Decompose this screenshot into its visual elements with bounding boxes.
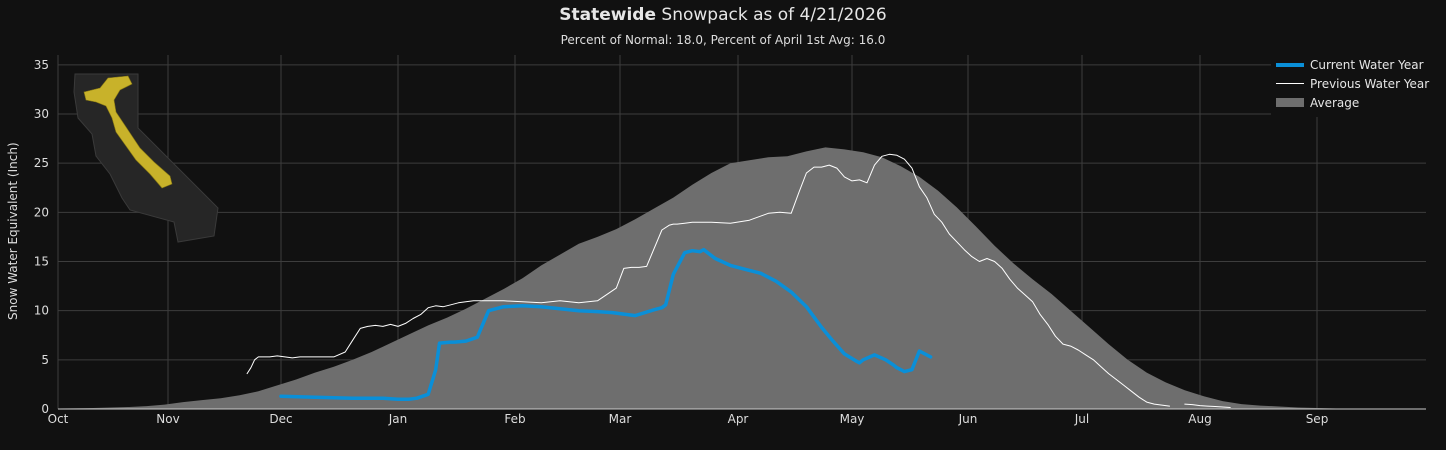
average-area bbox=[58, 147, 1426, 409]
legend-swatch-current bbox=[1276, 62, 1304, 67]
legend-label-current: Current Water Year bbox=[1310, 57, 1424, 72]
x-tick-label: Oct bbox=[48, 412, 69, 426]
california-map-icon bbox=[73, 73, 219, 243]
snow-area bbox=[83, 75, 173, 189]
x-tick-label: Jun bbox=[958, 412, 978, 426]
x-tick-label: Jan bbox=[388, 412, 408, 426]
x-tick-label: May bbox=[840, 412, 865, 426]
y-tick-label: 35 bbox=[34, 58, 49, 72]
x-tick-label: Jul bbox=[1074, 412, 1089, 426]
legend-item-average[interactable]: Average bbox=[1271, 93, 1446, 112]
legend-swatch-average bbox=[1276, 98, 1304, 107]
chart-title: Statewide Snowpack as of 4/21/2026 bbox=[0, 5, 1446, 25]
y-tick-label: 20 bbox=[34, 205, 49, 219]
y-axis-label: Snow Water Equivalent (Inch) bbox=[6, 142, 20, 320]
legend-swatch-previous bbox=[1276, 83, 1304, 84]
x-tick-label: Apr bbox=[728, 412, 749, 426]
x-tick-label: Aug bbox=[1188, 412, 1211, 426]
y-tick-label: 25 bbox=[34, 156, 49, 170]
y-tick-label: 5 bbox=[41, 353, 49, 367]
legend-item-previous[interactable]: Previous Water Year bbox=[1271, 74, 1446, 93]
current-water-year-line bbox=[279, 247, 933, 401]
legend-label-average: Average bbox=[1310, 95, 1360, 110]
chart-subtitle: Percent of Normal: 18.0, Percent of Apri… bbox=[560, 33, 886, 47]
legend: Current Water Year Previous Water Year A… bbox=[1271, 55, 1446, 117]
y-tick-label: 15 bbox=[34, 255, 49, 269]
x-tick-label: Feb bbox=[504, 412, 525, 426]
y-tick-label: 30 bbox=[34, 107, 49, 121]
y-tick-label: 10 bbox=[34, 304, 49, 318]
legend-item-current[interactable]: Current Water Year bbox=[1271, 55, 1446, 74]
chart-title-bold: Statewide bbox=[559, 5, 656, 25]
previous-water-year-line bbox=[246, 153, 1231, 408]
x-tick-label: Dec bbox=[269, 412, 292, 426]
y-tick-label: 0 bbox=[41, 402, 49, 416]
x-tick-label: Mar bbox=[609, 412, 632, 426]
x-tick-label: Nov bbox=[156, 412, 179, 426]
chart-title-rest: Snowpack as of 4/21/2026 bbox=[656, 5, 887, 25]
x-tick-label: Sep bbox=[1306, 412, 1329, 426]
legend-label-previous: Previous Water Year bbox=[1310, 76, 1430, 91]
